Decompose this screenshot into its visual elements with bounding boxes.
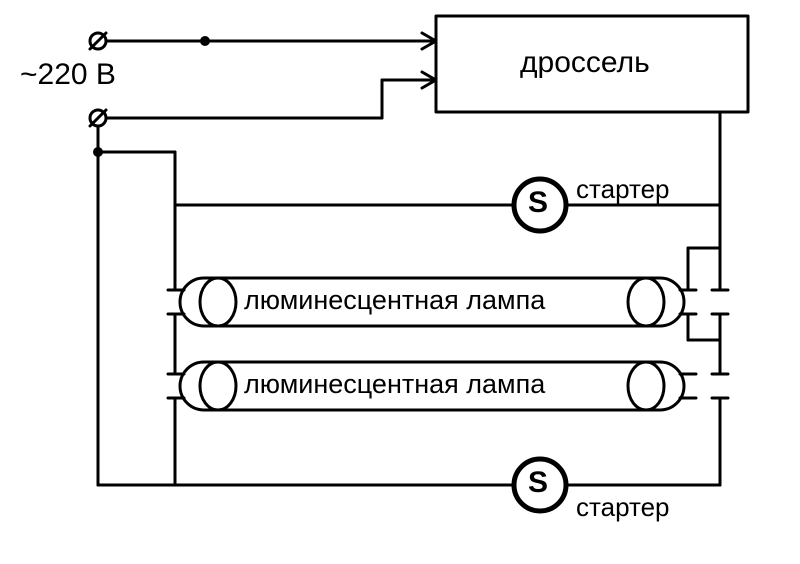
- starter-1-symbol: S: [528, 186, 548, 220]
- voltage-label: ~220 В: [20, 58, 116, 92]
- circuit-svg: [0, 0, 800, 564]
- lamp-1-label: люминесцентная лампа: [244, 285, 545, 316]
- starter-2-label: стартер: [576, 492, 670, 523]
- starter-2-symbol: S: [528, 466, 548, 500]
- starter-1-label: стартер: [576, 174, 670, 205]
- circuit-diagram: ~220 В дроссель S стартер S стартер люми…: [0, 0, 800, 564]
- lamp-2-label: люминесцентная лампа: [244, 369, 545, 400]
- choke-label: дроссель: [520, 46, 650, 80]
